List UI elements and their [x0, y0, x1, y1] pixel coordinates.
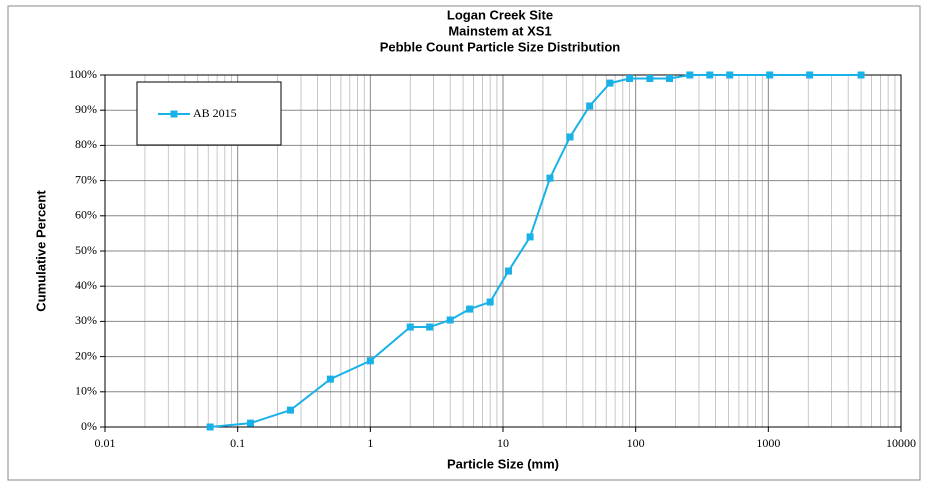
- data-point: [206, 423, 214, 431]
- data-point: [666, 75, 674, 83]
- data-point: [857, 71, 865, 79]
- data-point: [406, 323, 414, 331]
- data-point: [286, 406, 294, 414]
- x-tick-label: 1: [367, 436, 373, 450]
- data-point: [566, 133, 574, 141]
- chart-title: Pebble Count Particle Size Distribution: [380, 39, 621, 54]
- data-point: [686, 71, 694, 79]
- x-tick-label: 0.01: [95, 436, 116, 450]
- chart-title: Logan Creek Site: [447, 7, 553, 22]
- plot-frame: [104, 74, 902, 428]
- data-point: [706, 71, 714, 79]
- y-tick-label: 80%: [75, 137, 97, 151]
- chart-title: Mainstem at XS1: [448, 23, 551, 38]
- data-point: [606, 79, 614, 87]
- legend-label: AB 2015: [193, 106, 237, 120]
- data-point: [646, 75, 654, 83]
- x-tick-label: 1000: [756, 436, 780, 450]
- y-tick-label: 40%: [75, 278, 97, 292]
- data-point: [366, 357, 374, 365]
- data-point: [766, 71, 774, 79]
- y-tick-label: 0%: [81, 419, 97, 433]
- y-tick-label: 60%: [75, 208, 97, 222]
- y-tick-label: 30%: [75, 313, 97, 327]
- data-point: [426, 323, 434, 331]
- x-tick-label: 0.1: [230, 436, 245, 450]
- data-point: [546, 174, 554, 182]
- data-point: [504, 267, 512, 275]
- y-tick-label: 90%: [75, 102, 97, 116]
- data-point: [247, 419, 255, 427]
- data-point: [466, 305, 474, 313]
- x-tick-label: 100: [627, 436, 645, 450]
- data-point: [446, 316, 454, 324]
- data-point: [486, 298, 494, 306]
- data-point: [586, 102, 594, 110]
- legend-marker: [170, 110, 178, 118]
- data-point: [326, 375, 334, 383]
- y-tick-label: 100%: [69, 67, 97, 81]
- data-point: [726, 71, 734, 79]
- y-axis-label: Cumulative Percent: [33, 190, 48, 312]
- x-tick-label: 10000: [886, 436, 916, 450]
- x-tick-label: 10: [497, 436, 509, 450]
- x-axis-label: Particle Size (mm): [447, 456, 559, 471]
- y-tick-label: 10%: [75, 384, 97, 398]
- data-point: [806, 71, 814, 79]
- y-tick-label: 70%: [75, 172, 97, 186]
- y-tick-label: 50%: [75, 243, 97, 257]
- y-tick-label: 20%: [75, 348, 97, 362]
- data-point: [526, 233, 534, 241]
- data-point: [626, 75, 634, 83]
